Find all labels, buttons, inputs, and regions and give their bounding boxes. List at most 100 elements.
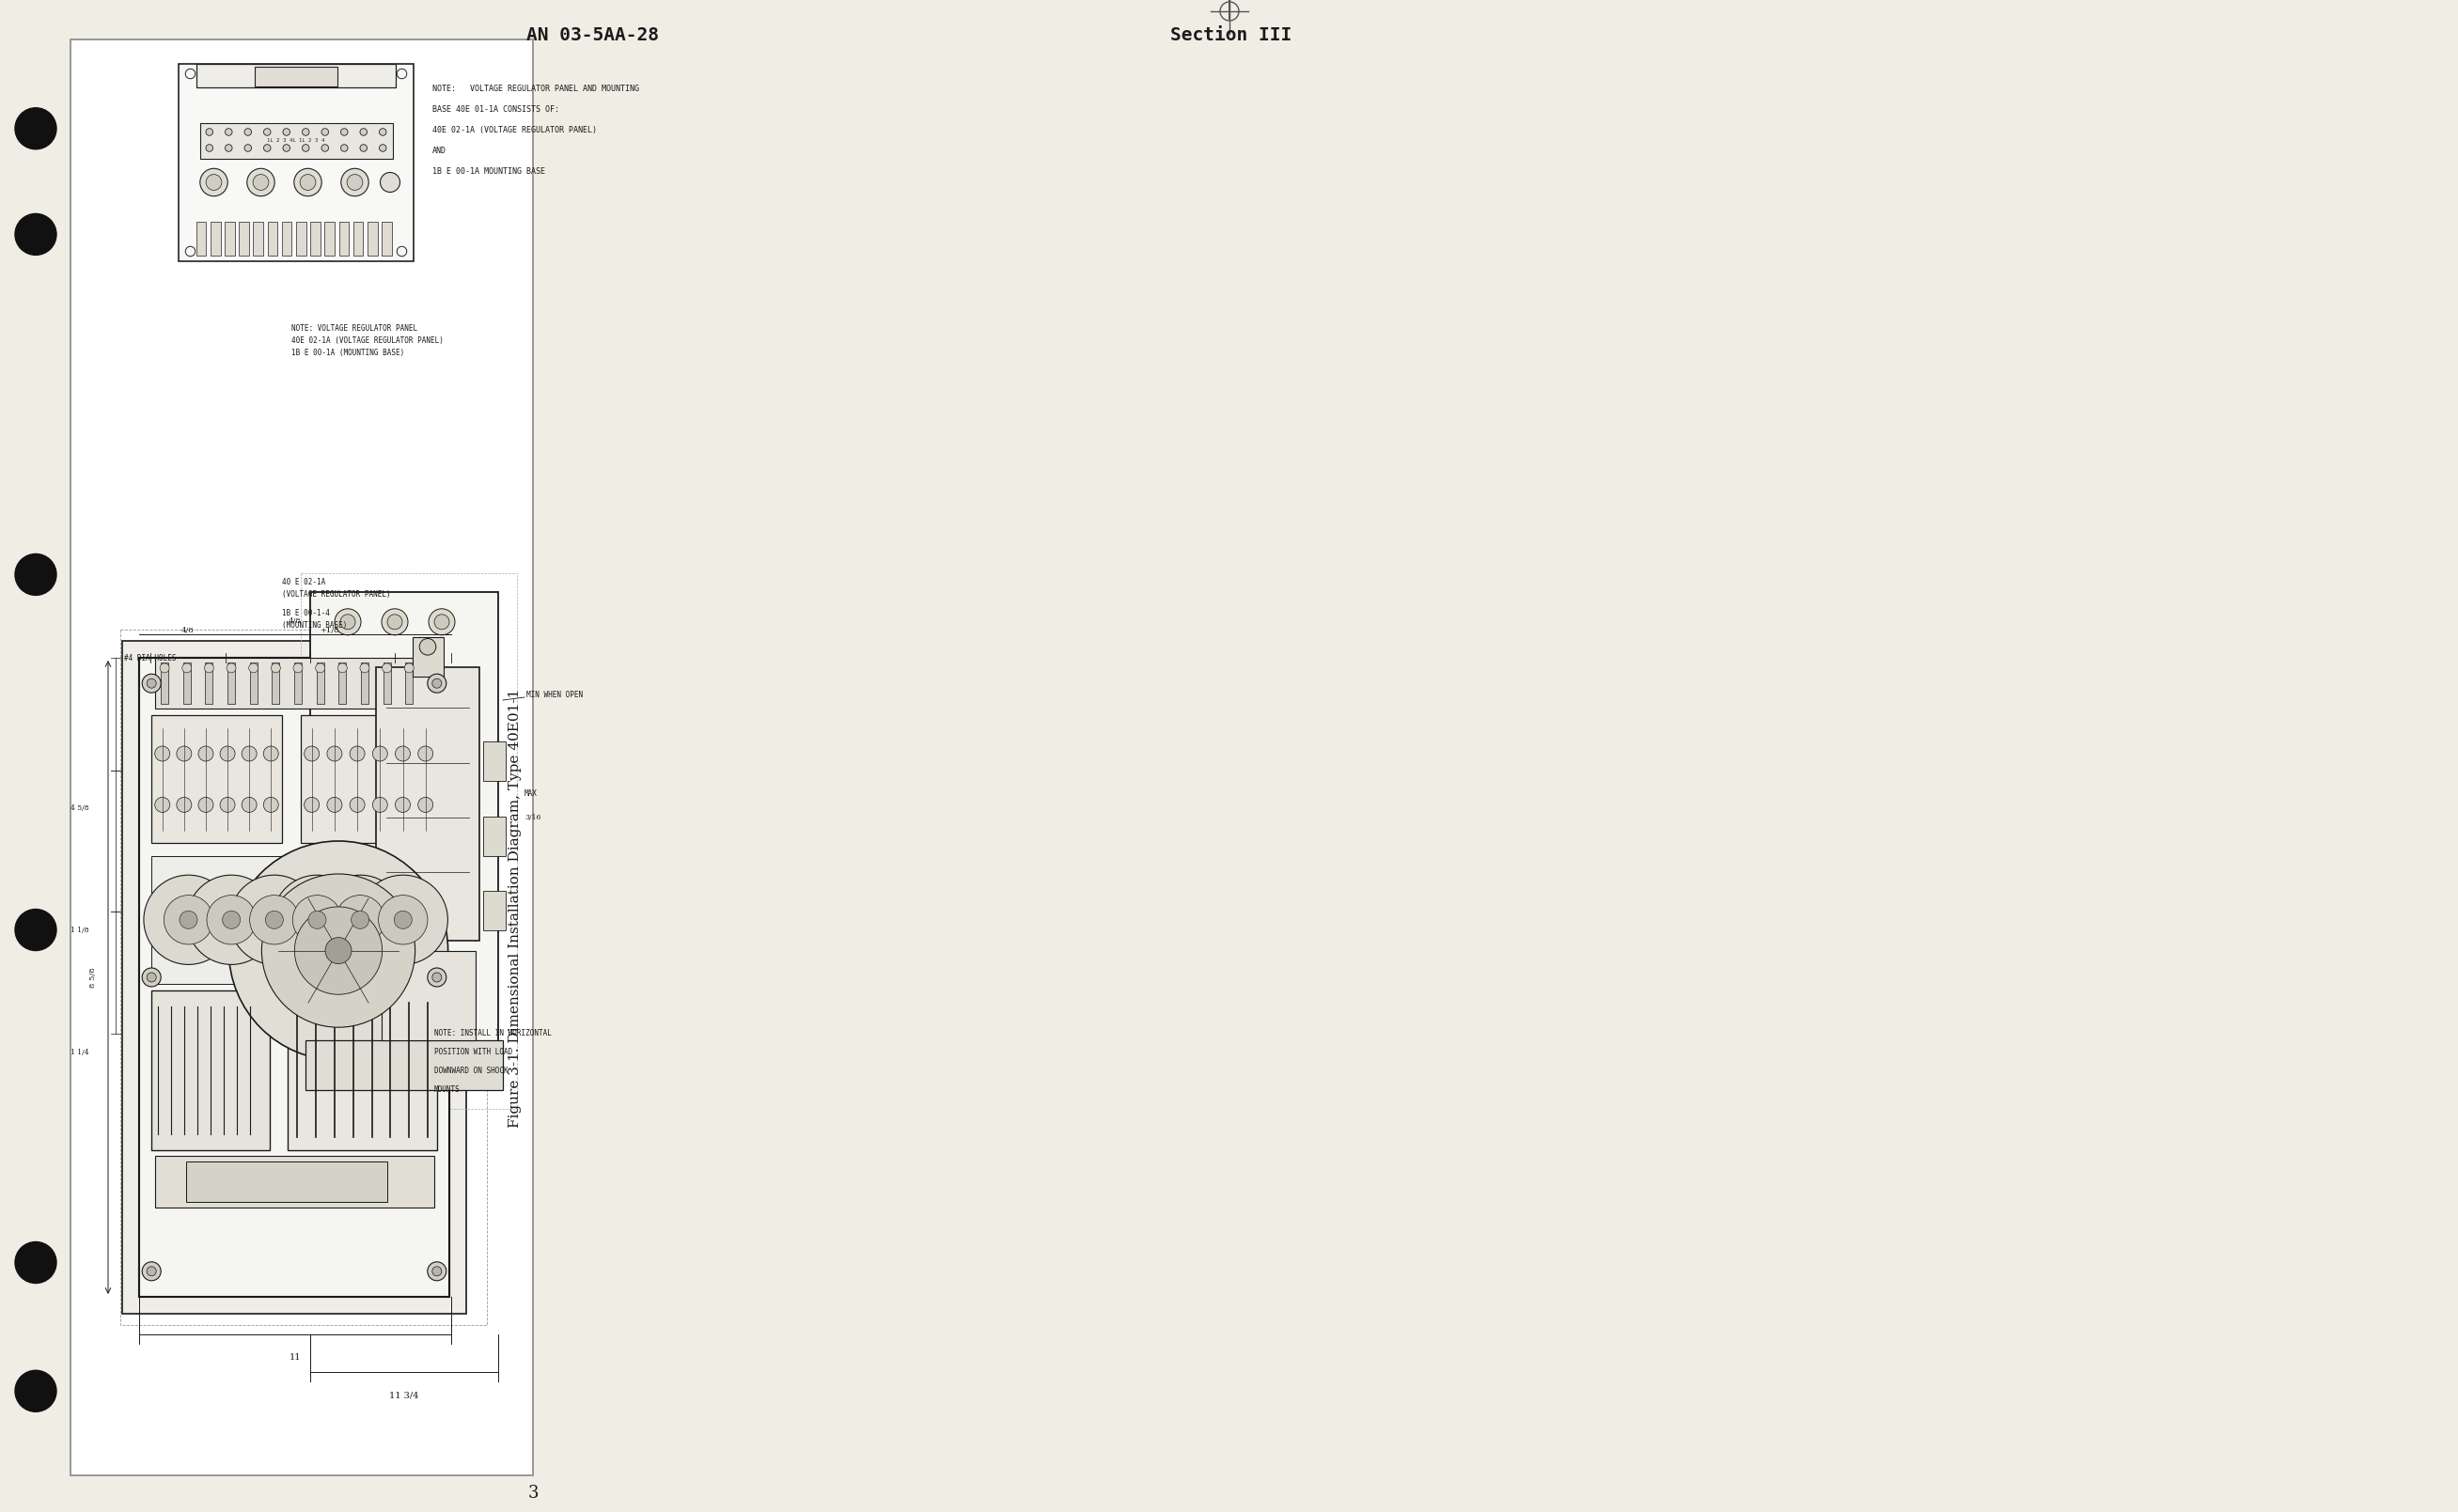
Text: 3: 3: [528, 1485, 538, 1501]
Bar: [211, 222, 221, 256]
Circle shape: [379, 145, 386, 151]
Bar: [71, 39, 533, 1476]
Bar: [160, 662, 167, 703]
Circle shape: [349, 745, 364, 761]
Bar: [229, 662, 236, 703]
Circle shape: [396, 745, 410, 761]
Text: NOTE: VOLTAGE REGULATOR PANEL: NOTE: VOLTAGE REGULATOR PANEL: [293, 324, 418, 333]
Bar: [155, 658, 433, 709]
Circle shape: [221, 745, 236, 761]
Bar: [339, 222, 349, 256]
Circle shape: [143, 875, 234, 965]
Circle shape: [315, 875, 406, 965]
Bar: [339, 662, 347, 703]
Text: (MOUNTING BASE): (MOUNTING BASE): [283, 621, 347, 629]
Text: 40E 02-1A (VOLTAGE REGULATOR PANEL): 40E 02-1A (VOLTAGE REGULATOR PANEL): [293, 336, 442, 345]
Bar: [238, 222, 248, 256]
Circle shape: [187, 875, 275, 965]
Bar: [305, 1040, 504, 1090]
Circle shape: [435, 614, 450, 629]
Circle shape: [322, 145, 329, 151]
Circle shape: [334, 609, 361, 635]
Text: 40E 02-1A (VOLTAGE REGULATOR PANEL): 40E 02-1A (VOLTAGE REGULATOR PANEL): [433, 125, 597, 135]
Bar: [484, 891, 506, 931]
Text: 11: 11: [290, 1353, 300, 1362]
Text: 1B E 00-1A (MOUNTING BASE): 1B E 00-1A (MOUNTING BASE): [293, 349, 406, 357]
Text: MOUNTS: MOUNTS: [435, 1086, 460, 1093]
Circle shape: [206, 174, 221, 191]
Bar: [310, 222, 320, 256]
Circle shape: [155, 745, 170, 761]
Circle shape: [270, 664, 280, 673]
Circle shape: [396, 797, 410, 812]
Text: AND: AND: [433, 147, 447, 156]
Circle shape: [293, 895, 342, 945]
Text: 4/8: 4/8: [182, 627, 194, 635]
Circle shape: [204, 664, 214, 673]
Text: 1 1/4: 1 1/4: [71, 1049, 88, 1057]
Circle shape: [241, 797, 256, 812]
Text: 4 5/8: 4 5/8: [71, 804, 88, 812]
Circle shape: [379, 129, 386, 136]
Text: #4 DIA HOLES: #4 DIA HOLES: [123, 655, 177, 662]
Circle shape: [302, 145, 310, 151]
Bar: [155, 1157, 433, 1208]
Circle shape: [147, 1267, 157, 1276]
Bar: [310, 593, 499, 1090]
Circle shape: [418, 745, 433, 761]
Text: 3/16: 3/16: [524, 813, 541, 821]
Bar: [381, 951, 474, 1040]
Circle shape: [322, 129, 329, 136]
Circle shape: [206, 895, 256, 945]
Circle shape: [15, 107, 57, 150]
Circle shape: [406, 664, 413, 673]
Circle shape: [206, 129, 214, 136]
Circle shape: [283, 129, 290, 136]
Circle shape: [199, 168, 229, 197]
Text: MAX: MAX: [524, 789, 538, 798]
Circle shape: [393, 910, 413, 928]
Text: 40 E 02-1A: 40 E 02-1A: [283, 578, 324, 587]
Bar: [295, 662, 302, 703]
Circle shape: [428, 968, 447, 987]
Circle shape: [221, 910, 241, 928]
Text: 11 3/4: 11 3/4: [388, 1391, 418, 1399]
Text: MIN WHEN OPEN: MIN WHEN OPEN: [526, 691, 583, 699]
Text: 1B E 00-1A MOUNTING BASE: 1B E 00-1A MOUNTING BASE: [433, 168, 546, 175]
Circle shape: [143, 674, 160, 692]
Circle shape: [15, 909, 57, 951]
Bar: [152, 715, 283, 844]
Circle shape: [241, 745, 256, 761]
Circle shape: [418, 797, 433, 812]
Circle shape: [342, 168, 369, 197]
Circle shape: [359, 129, 366, 136]
Bar: [361, 662, 369, 703]
Bar: [206, 662, 214, 703]
Circle shape: [182, 664, 192, 673]
Circle shape: [229, 875, 320, 965]
Circle shape: [307, 910, 327, 928]
Circle shape: [327, 797, 342, 812]
Circle shape: [305, 797, 320, 812]
Circle shape: [359, 145, 366, 151]
Bar: [251, 662, 258, 703]
Circle shape: [324, 937, 351, 963]
Circle shape: [349, 797, 364, 812]
Circle shape: [359, 875, 447, 965]
Circle shape: [293, 664, 302, 673]
Bar: [182, 662, 192, 703]
Circle shape: [428, 609, 455, 635]
Circle shape: [15, 213, 57, 256]
Bar: [256, 67, 337, 86]
Circle shape: [428, 674, 447, 692]
Circle shape: [155, 797, 170, 812]
Circle shape: [206, 145, 214, 151]
Bar: [288, 990, 438, 1149]
Circle shape: [253, 174, 268, 191]
Circle shape: [300, 174, 315, 191]
Circle shape: [428, 1263, 447, 1281]
Bar: [123, 641, 467, 1314]
Circle shape: [221, 797, 236, 812]
Bar: [381, 222, 391, 256]
Text: 8 5/8: 8 5/8: [88, 968, 96, 987]
